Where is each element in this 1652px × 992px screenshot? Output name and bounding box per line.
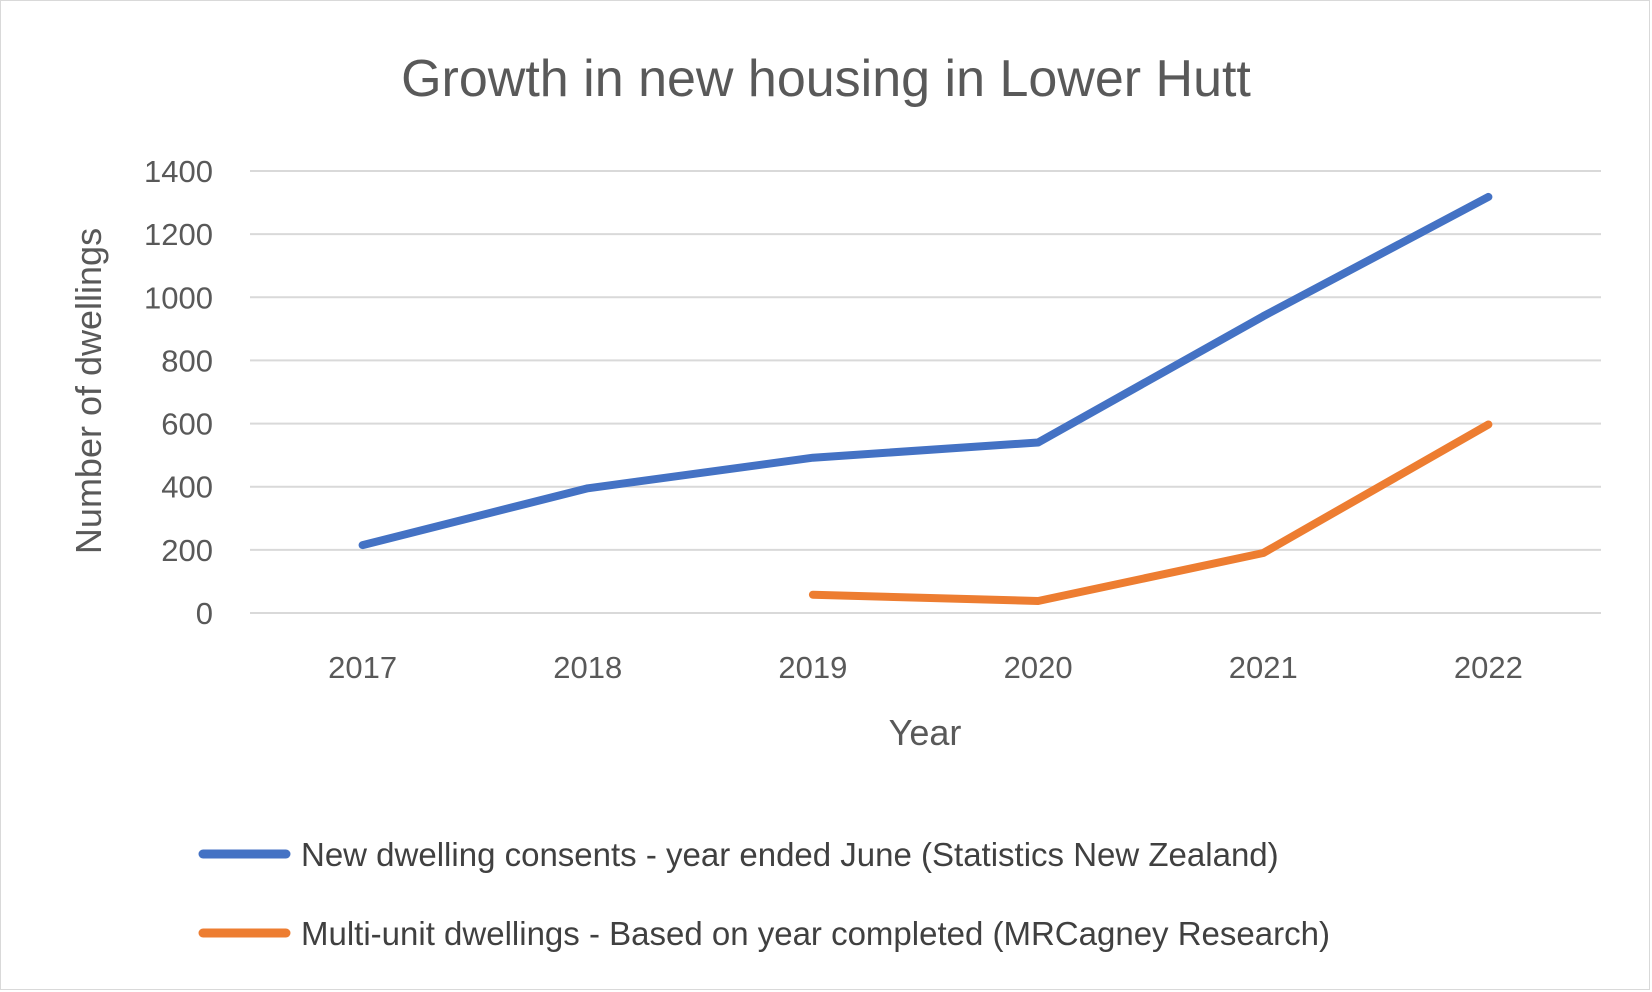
x-tick-label: 2019 <box>778 650 847 685</box>
y-tick-label: 200 <box>161 533 213 568</box>
y-tick-label: 1000 <box>144 280 213 315</box>
y-axis-ticks: 0 200 400 600 800 1000 1200 1400 <box>144 154 213 631</box>
y-tick-label: 1200 <box>144 217 213 252</box>
x-tick-label: 2018 <box>553 650 622 685</box>
y-tick-label: 1400 <box>144 154 213 189</box>
legend: New dwelling consents - year ended June … <box>198 836 1330 952</box>
y-axis-title: Number of dwellings <box>68 228 109 554</box>
x-tick-label: 2022 <box>1454 650 1523 685</box>
y-tick-label: 600 <box>161 407 213 442</box>
x-axis-title: Year <box>889 712 962 753</box>
legend-label-2: Multi-unit dwellings - Based on year com… <box>301 915 1330 952</box>
y-tick-label: 0 <box>196 596 213 631</box>
x-tick-label: 2017 <box>328 650 397 685</box>
y-tick-label: 800 <box>161 343 213 378</box>
x-axis-ticks: 2017 2018 2019 2020 2021 2022 <box>328 650 1523 685</box>
series-line-1 <box>358 192 1493 550</box>
series-line-2 <box>808 420 1493 605</box>
chart-title: Growth in new housing in Lower Hutt <box>401 50 1251 108</box>
x-tick-label: 2021 <box>1229 650 1298 685</box>
y-tick-label: 400 <box>161 470 213 505</box>
gridlines <box>250 170 1601 614</box>
x-tick-label: 2020 <box>1004 650 1073 685</box>
series-lines <box>358 192 1493 605</box>
legend-label-1: New dwelling consents - year ended June … <box>301 836 1279 873</box>
